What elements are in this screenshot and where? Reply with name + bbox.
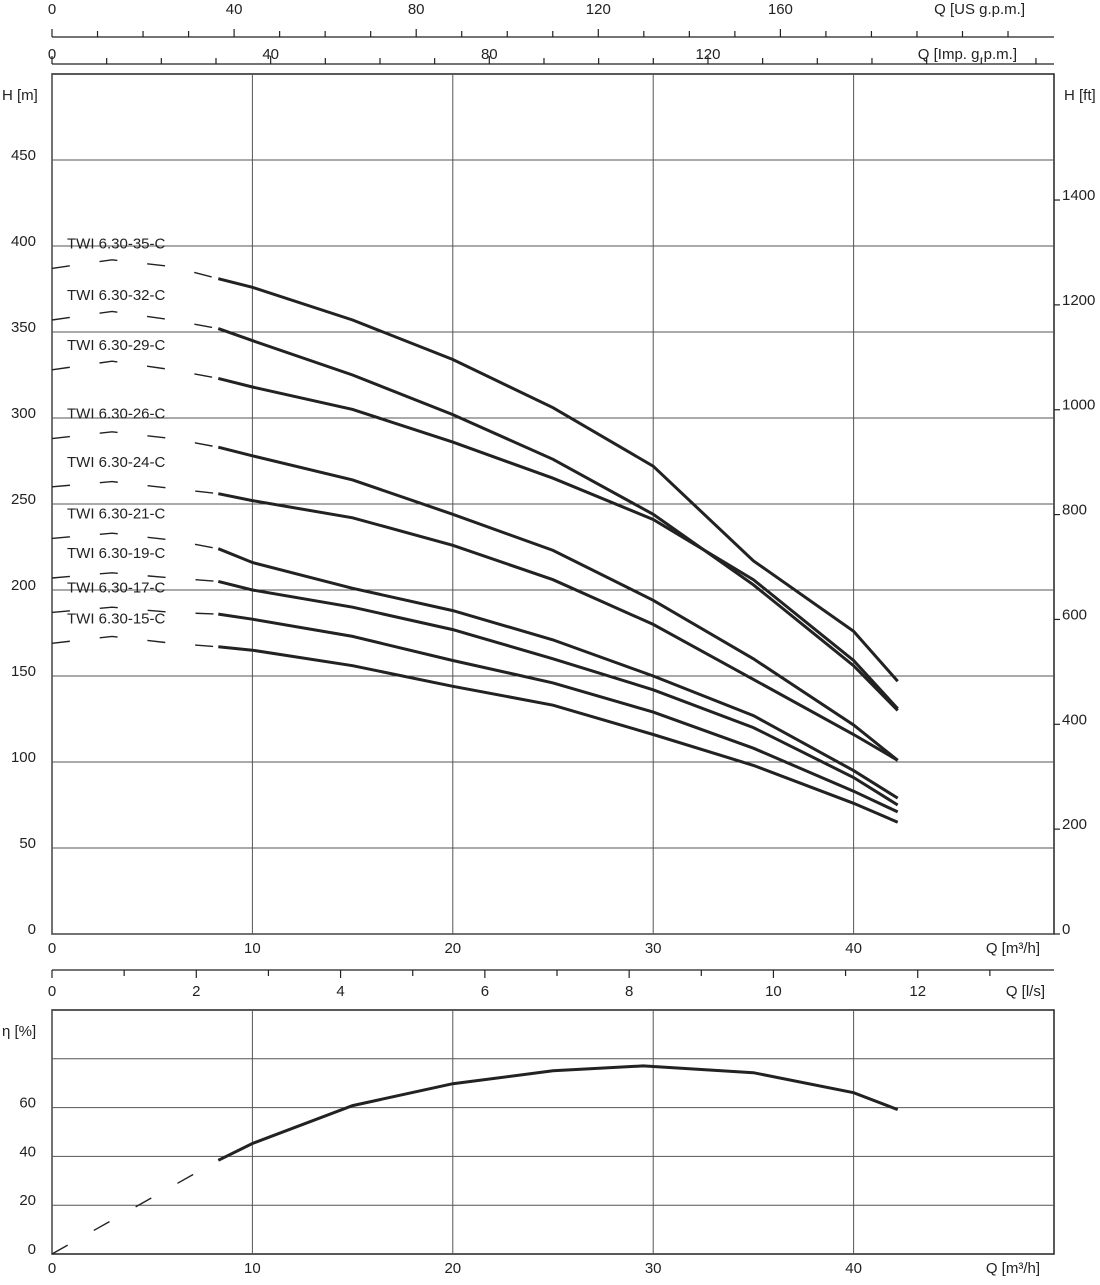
ls-tick-label: 4 <box>336 983 344 1000</box>
x-axis-label: Q [m³/h] <box>986 940 1040 957</box>
curve-dashed <box>51 480 219 495</box>
curve-dashed <box>51 431 219 448</box>
series-label: TWI 6.30-26-C <box>67 406 166 423</box>
y-axis-label: η [%] <box>2 1023 36 1040</box>
x-axis-label: Q [m³/h] <box>986 1260 1040 1277</box>
top-tick-label: 80 <box>481 46 498 63</box>
top-tick-label: 0 <box>48 46 56 63</box>
y-tick-label: 200 <box>11 577 36 594</box>
curve-dashed <box>51 532 219 550</box>
y-tick-label: 450 <box>11 147 36 164</box>
curve <box>217 547 899 800</box>
curve <box>218 645 899 824</box>
curve-dashed <box>51 1159 219 1255</box>
ls-tick-label: 10 <box>765 983 782 1000</box>
top-tick-label: 120 <box>695 46 720 63</box>
curve-dashed <box>51 310 219 330</box>
curve <box>218 492 899 762</box>
x-tick-label: 30 <box>645 940 662 957</box>
x-tick-label: 10 <box>244 1260 261 1277</box>
series-label: TWI 6.30-15-C <box>67 610 166 627</box>
y2-tick-label: 1000 <box>1062 397 1095 414</box>
y2-tick-label: 1200 <box>1062 292 1095 309</box>
top-tick-label: 80 <box>408 1 425 18</box>
curve <box>217 1064 899 1162</box>
y-tick-label: 20 <box>19 1192 36 1209</box>
y-tick-label: 300 <box>11 405 36 422</box>
ls-tick-label: 12 <box>909 983 926 1000</box>
ls-tick-label: 0 <box>48 983 56 1000</box>
series-label: TWI 6.30-19-C <box>67 545 166 562</box>
series-label: TWI 6.30-29-C <box>67 337 166 354</box>
ls-tick-label: 6 <box>481 983 489 1000</box>
y2-tick-label: 200 <box>1062 816 1087 833</box>
ls-tick-label: 2 <box>192 983 200 1000</box>
plot-frame <box>51 1009 1055 1255</box>
top-tick-label: 120 <box>586 1 611 18</box>
y2-axis-label: H [ft] <box>1064 87 1096 104</box>
curve <box>217 376 899 710</box>
y-tick-label: 150 <box>11 663 36 680</box>
series-label: TWI 6.30-35-C <box>67 235 166 252</box>
x-tick-label: 30 <box>645 1260 662 1277</box>
y-tick-label: 350 <box>11 319 36 336</box>
series-label: TWI 6.30-32-C <box>67 287 166 304</box>
y-tick-label: 0 <box>28 1241 36 1258</box>
curve-dashed <box>51 259 219 280</box>
top-tick-label: 0 <box>48 1 56 18</box>
y-tick-label: 0 <box>28 921 36 938</box>
top-tick-label: 160 <box>768 1 793 18</box>
series-label: TWI 6.30-21-C <box>67 505 166 522</box>
x-tick-label: 0 <box>48 940 56 957</box>
ls-axis-label: Q [l/s] <box>1006 983 1045 1000</box>
y2-tick-label: 1400 <box>1062 187 1095 204</box>
curve <box>217 277 899 683</box>
y-tick-label: 40 <box>19 1143 36 1160</box>
y-tick-label: 100 <box>11 749 36 766</box>
curve <box>217 579 899 807</box>
y-tick-label: 60 <box>19 1095 36 1112</box>
y-tick-label: 400 <box>11 233 36 250</box>
y-tick-label: 250 <box>11 491 36 508</box>
y2-tick-label: 600 <box>1062 606 1087 623</box>
x-tick-label: 20 <box>444 940 461 957</box>
y2-tick-label: 0 <box>1062 921 1070 938</box>
y2-tick-label: 400 <box>1062 711 1087 728</box>
series-label: TWI 6.30-17-C <box>67 579 166 596</box>
curve-dashed <box>51 635 219 648</box>
top-tick-label: 40 <box>226 1 243 18</box>
curve <box>218 612 899 814</box>
top-axis-label: Q [US g.p.m.] <box>934 1 1025 18</box>
curve-dashed <box>51 360 219 380</box>
x-tick-label: 0 <box>48 1260 56 1277</box>
curve <box>217 327 899 712</box>
y-axis-label: H [m] <box>2 87 38 104</box>
series-label: TWI 6.30-24-C <box>67 454 166 471</box>
x-tick-label: 40 <box>845 1260 862 1277</box>
top-axis-label: Q [Imp. g.p.m.] <box>918 46 1017 63</box>
y2-tick-label: 800 <box>1062 502 1087 519</box>
ls-tick-label: 8 <box>625 983 633 1000</box>
curve <box>217 445 899 762</box>
top-tick-label: 40 <box>262 46 279 63</box>
x-tick-label: 20 <box>444 1260 461 1277</box>
x-tick-label: 40 <box>845 940 862 957</box>
y-tick-label: 50 <box>19 835 36 852</box>
x-tick-label: 10 <box>244 940 261 957</box>
